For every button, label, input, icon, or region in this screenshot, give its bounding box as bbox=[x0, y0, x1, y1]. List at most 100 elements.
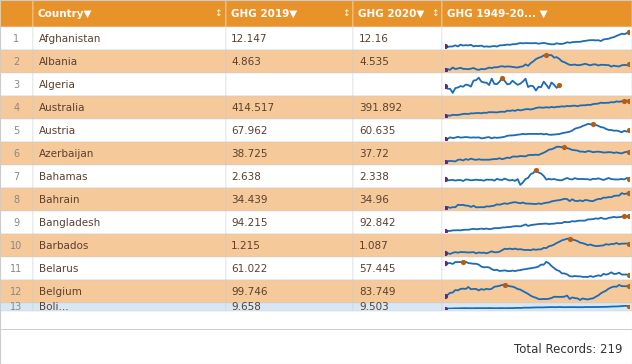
Text: Country▼: Country▼ bbox=[38, 8, 92, 19]
Text: 38.725: 38.725 bbox=[231, 149, 268, 159]
Text: 391.892: 391.892 bbox=[359, 103, 402, 112]
Text: 34.96: 34.96 bbox=[359, 194, 389, 205]
Text: Bahrain: Bahrain bbox=[39, 194, 79, 205]
Bar bbox=[0, 234, 33, 257]
Bar bbox=[442, 280, 632, 303]
Bar bbox=[0, 96, 33, 119]
Text: 9: 9 bbox=[13, 218, 20, 228]
Bar bbox=[0, 27, 33, 50]
Bar bbox=[353, 0, 442, 27]
Bar bbox=[353, 211, 442, 234]
Text: Boli...: Boli... bbox=[39, 302, 68, 312]
Bar bbox=[226, 280, 353, 303]
Bar bbox=[353, 50, 442, 73]
Text: 9.503: 9.503 bbox=[359, 302, 389, 312]
Text: 37.72: 37.72 bbox=[359, 149, 389, 159]
Bar bbox=[33, 119, 226, 142]
Bar bbox=[442, 119, 632, 142]
Text: 34.439: 34.439 bbox=[231, 194, 268, 205]
Text: 414.517: 414.517 bbox=[231, 103, 274, 112]
Bar bbox=[0, 329, 632, 330]
Bar bbox=[442, 96, 632, 119]
Bar bbox=[226, 303, 353, 311]
Bar bbox=[226, 211, 353, 234]
Text: Total Records: 219: Total Records: 219 bbox=[514, 343, 623, 356]
Text: 67.962: 67.962 bbox=[231, 126, 268, 135]
Bar bbox=[226, 257, 353, 280]
Bar bbox=[0, 50, 33, 73]
Bar bbox=[226, 73, 353, 96]
Bar bbox=[442, 142, 632, 165]
Bar bbox=[226, 27, 353, 50]
Text: GHG 1949-20... ▼: GHG 1949-20... ▼ bbox=[447, 8, 548, 19]
Bar bbox=[353, 73, 442, 96]
Text: 8: 8 bbox=[13, 194, 20, 205]
Text: Azerbaijan: Azerbaijan bbox=[39, 149, 94, 159]
Bar bbox=[33, 96, 226, 119]
Bar bbox=[226, 142, 353, 165]
Bar bbox=[33, 211, 226, 234]
Bar bbox=[226, 188, 353, 211]
Bar bbox=[33, 27, 226, 50]
Text: 6: 6 bbox=[13, 149, 20, 159]
Bar bbox=[442, 234, 632, 257]
Bar bbox=[0, 280, 33, 303]
Bar bbox=[33, 303, 226, 311]
Bar bbox=[0, 73, 33, 96]
Bar bbox=[226, 0, 353, 27]
Bar bbox=[353, 303, 442, 311]
Text: 61.022: 61.022 bbox=[231, 264, 268, 274]
Bar bbox=[353, 257, 442, 280]
Text: Belarus: Belarus bbox=[39, 264, 78, 274]
Bar bbox=[33, 73, 226, 96]
Text: 2: 2 bbox=[13, 56, 20, 67]
Text: 1.087: 1.087 bbox=[359, 241, 389, 250]
Text: ↕: ↕ bbox=[214, 9, 222, 18]
Text: 7: 7 bbox=[13, 171, 20, 182]
Bar bbox=[442, 50, 632, 73]
Text: 99.746: 99.746 bbox=[231, 286, 268, 297]
Bar bbox=[442, 303, 632, 311]
Bar bbox=[33, 234, 226, 257]
Text: 57.445: 57.445 bbox=[359, 264, 396, 274]
Bar bbox=[442, 211, 632, 234]
Bar bbox=[33, 280, 226, 303]
Bar bbox=[33, 188, 226, 211]
Bar bbox=[442, 0, 632, 27]
Bar bbox=[0, 211, 33, 234]
Text: 4.535: 4.535 bbox=[359, 56, 389, 67]
Text: 4: 4 bbox=[13, 103, 20, 112]
Bar bbox=[353, 280, 442, 303]
Text: 2.338: 2.338 bbox=[359, 171, 389, 182]
Text: 83.749: 83.749 bbox=[359, 286, 396, 297]
Text: 60.635: 60.635 bbox=[359, 126, 396, 135]
Bar bbox=[226, 165, 353, 188]
Text: 1: 1 bbox=[13, 33, 20, 44]
Text: 12: 12 bbox=[10, 286, 23, 297]
Bar bbox=[353, 188, 442, 211]
Text: Afghanistan: Afghanistan bbox=[39, 33, 101, 44]
Text: 92.842: 92.842 bbox=[359, 218, 396, 228]
Bar bbox=[442, 257, 632, 280]
Bar bbox=[353, 142, 442, 165]
Text: 5: 5 bbox=[13, 126, 20, 135]
Bar bbox=[0, 303, 33, 311]
Text: 12.16: 12.16 bbox=[359, 33, 389, 44]
Text: ↕: ↕ bbox=[342, 9, 349, 18]
Bar bbox=[226, 234, 353, 257]
Text: 4.863: 4.863 bbox=[231, 56, 261, 67]
Bar bbox=[0, 188, 33, 211]
Text: Albania: Albania bbox=[39, 56, 78, 67]
Text: GHG 2020▼: GHG 2020▼ bbox=[358, 8, 425, 19]
Text: Bahamas: Bahamas bbox=[39, 171, 87, 182]
Text: 12.147: 12.147 bbox=[231, 33, 268, 44]
Bar bbox=[226, 119, 353, 142]
Text: Bangladesh: Bangladesh bbox=[39, 218, 100, 228]
Bar bbox=[0, 328, 632, 364]
Text: 9.658: 9.658 bbox=[231, 302, 261, 312]
Bar bbox=[442, 27, 632, 50]
Text: 94.215: 94.215 bbox=[231, 218, 268, 228]
Text: Barbados: Barbados bbox=[39, 241, 88, 250]
Bar bbox=[33, 142, 226, 165]
Bar bbox=[0, 119, 33, 142]
